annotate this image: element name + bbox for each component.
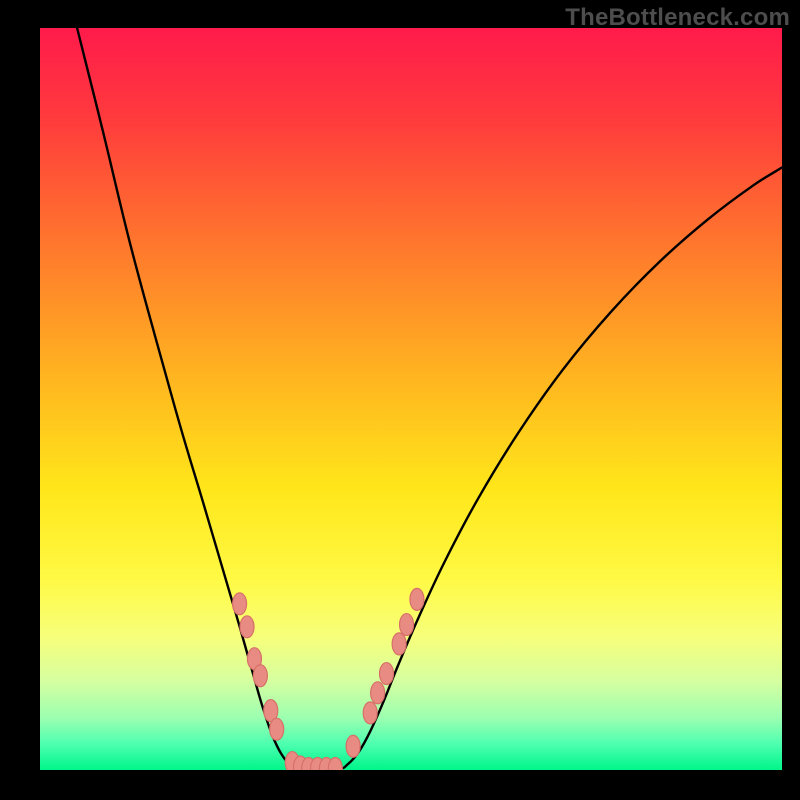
watermark-text: TheBottleneck.com xyxy=(565,4,790,32)
marker-left xyxy=(253,665,267,687)
marker-left xyxy=(233,593,247,615)
marker-right xyxy=(346,735,360,757)
marker-left xyxy=(270,718,284,740)
marker-left xyxy=(240,616,254,638)
marker-right xyxy=(400,614,414,636)
chart-root: TheBottleneck.com xyxy=(0,0,800,800)
marker-right xyxy=(410,588,424,610)
marker-right xyxy=(380,663,394,685)
marker-right xyxy=(371,682,385,704)
plot-area xyxy=(40,28,782,770)
marker-right xyxy=(392,633,406,655)
chart-svg xyxy=(0,0,800,800)
marker-right xyxy=(363,702,377,724)
